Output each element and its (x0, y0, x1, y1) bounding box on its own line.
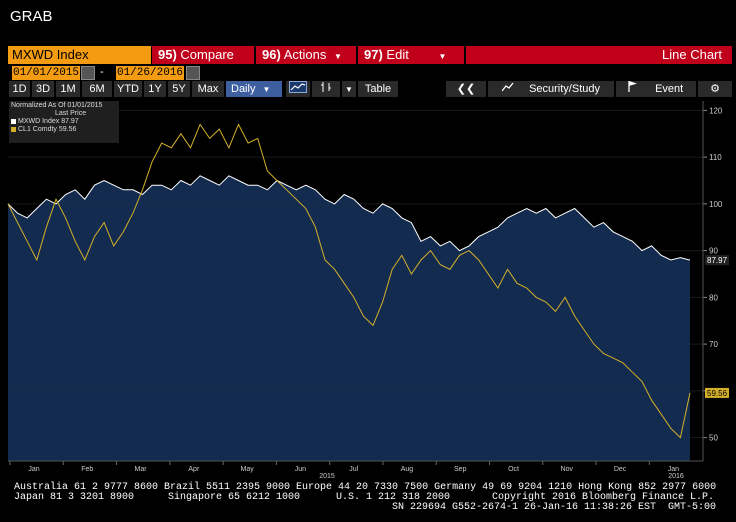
mxwd-area (8, 175, 690, 462)
x-tick-label: Feb (81, 466, 93, 473)
window-title: GRAB (10, 8, 53, 25)
event-button[interactable]: Event (616, 81, 696, 97)
y-tick-label: 100 (709, 200, 723, 209)
compare-label: Compare (180, 47, 234, 62)
frequency-value: Daily (231, 83, 256, 95)
window-titlebar (0, 0, 736, 40)
frequency-select[interactable]: Daily ▼ (226, 81, 282, 97)
cl1-last-label: 59.56 (707, 389, 728, 398)
footer-us: U.S. 1 212 318 2000 (336, 492, 451, 503)
candlestick-icon[interactable] (312, 81, 340, 97)
line-chart: 506070809010011012087.9759.56JanFebMarAp… (7, 101, 729, 480)
event-label: Event (655, 83, 684, 95)
y-tick-label: 110 (709, 153, 722, 162)
period-5y[interactable]: 5Y (168, 81, 190, 97)
y-tick-label: 90 (709, 247, 718, 256)
y-tick-label: 70 (709, 340, 718, 349)
legend-value-mxwd: 87.97 (61, 118, 79, 125)
period-1y[interactable]: 1Y (144, 81, 166, 97)
legend-entry-mxwd: MXWD Index 87.97 (11, 118, 117, 126)
chart-type-label: Line Chart (466, 46, 732, 64)
x-tick-label: Sep (454, 466, 467, 473)
date-separator: - (100, 66, 104, 78)
chart-style-dropdown-icon[interactable]: ▼ (342, 81, 356, 97)
period-ytd[interactable]: YTD (114, 81, 142, 97)
x-tick-label: Apr (188, 466, 200, 473)
cl1-line (7, 123, 691, 439)
compare-button[interactable]: 95) Compare (152, 46, 254, 64)
x-tick-label: Jun (295, 466, 306, 473)
x-tick-label: Dec (614, 466, 627, 473)
security-field[interactable]: MXWD Index (8, 46, 151, 64)
legend-swatch-mxwd (11, 118, 16, 124)
chart-area: 506070809010011012087.9759.56JanFebMarAp… (0, 99, 736, 480)
footer-line-1: Australia 61 2 9777 8600 Brazil 5511 239… (14, 482, 717, 493)
y-tick-label: 50 (709, 434, 718, 443)
legend-name-cl1: CL1 Comdty (18, 126, 57, 133)
x-tick-label: Aug (401, 466, 414, 473)
security-study-button[interactable]: Security/Study (488, 81, 614, 97)
gear-icon[interactable]: ⚙ (698, 81, 732, 97)
legend-swatch-cl1 (11, 126, 16, 132)
compare-number: 95) (158, 47, 177, 62)
chart-legend: Normalized As Of 01/01/2015 Last Price M… (9, 101, 119, 143)
x-tick-label: Jan (28, 466, 39, 473)
security-study-label: Security/Study (529, 83, 600, 95)
edit-button[interactable]: 97) Edit ▼ (358, 46, 464, 64)
frequency-dropdown-icon: ▼ (262, 85, 271, 94)
year-label: 2015 (319, 473, 335, 479)
period-1m[interactable]: 1M (56, 81, 80, 97)
actions-dropdown-icon: ▼ (333, 52, 342, 61)
year-label: 2016 (668, 473, 684, 479)
end-date-field[interactable]: 01/26/2016 (116, 66, 184, 80)
mxwd-last-label: 87.97 (707, 256, 728, 265)
start-calendar-icon[interactable] (81, 66, 95, 80)
y-tick-label: 80 (709, 293, 718, 302)
footer-copyright: Copyright 2016 Bloomberg Finance L.P. (492, 492, 715, 503)
footer-japan: Japan 81 3 3201 8900 (14, 492, 135, 503)
x-tick-label: Jul (349, 466, 358, 473)
x-tick-label: Mar (135, 466, 148, 473)
y-tick-label: 120 (709, 106, 723, 115)
line-chart-style-icon[interactable] (286, 81, 310, 97)
start-date-field[interactable]: 01/01/2015 (12, 66, 80, 80)
period-1d[interactable]: 1D (9, 81, 30, 97)
x-tick-label: May (241, 466, 255, 473)
legend-last-price-label: Last Price (55, 110, 87, 117)
period-max[interactable]: Max (192, 81, 224, 97)
x-tick-label: Nov (561, 466, 574, 473)
x-tick-label: Oct (508, 466, 519, 473)
edit-number: 97) (364, 47, 383, 62)
legend-value-cl1: 59.56 (58, 126, 77, 133)
flag-icon (628, 81, 640, 97)
footer-line-3: SN 229694 G552-2674-1 26-Jan-16 11:38:26… (392, 502, 717, 513)
footer-singapore: Singapore 65 6212 1000 (168, 492, 301, 503)
legend-entry-cl1: CL1 Comdty 59.56 (11, 126, 117, 134)
period-3d[interactable]: 3D (32, 81, 54, 97)
period-6m[interactable]: 6M (82, 81, 112, 97)
edit-dropdown-icon: ▼ (438, 52, 447, 61)
actions-button[interactable]: 96) Actions ▼ (256, 46, 356, 64)
x-tick-label: Jan (668, 466, 679, 473)
cl1-last-tag (705, 387, 729, 398)
double-left-chevron-icon[interactable]: ❮❮ (446, 81, 486, 97)
edit-label: Edit (386, 47, 409, 62)
mxwd-last-tag (705, 255, 729, 266)
mxwd-line (7, 175, 691, 261)
actions-label: Actions (283, 47, 327, 62)
actions-number: 96) (262, 47, 281, 62)
legend-normalized-label: Normalized As Of 01/01/2015 (11, 102, 103, 109)
chart-line-icon (501, 81, 516, 97)
end-calendar-icon[interactable] (186, 66, 200, 80)
table-button[interactable]: Table (358, 81, 398, 97)
legend-name-mxwd: MXWD Index (18, 118, 60, 125)
